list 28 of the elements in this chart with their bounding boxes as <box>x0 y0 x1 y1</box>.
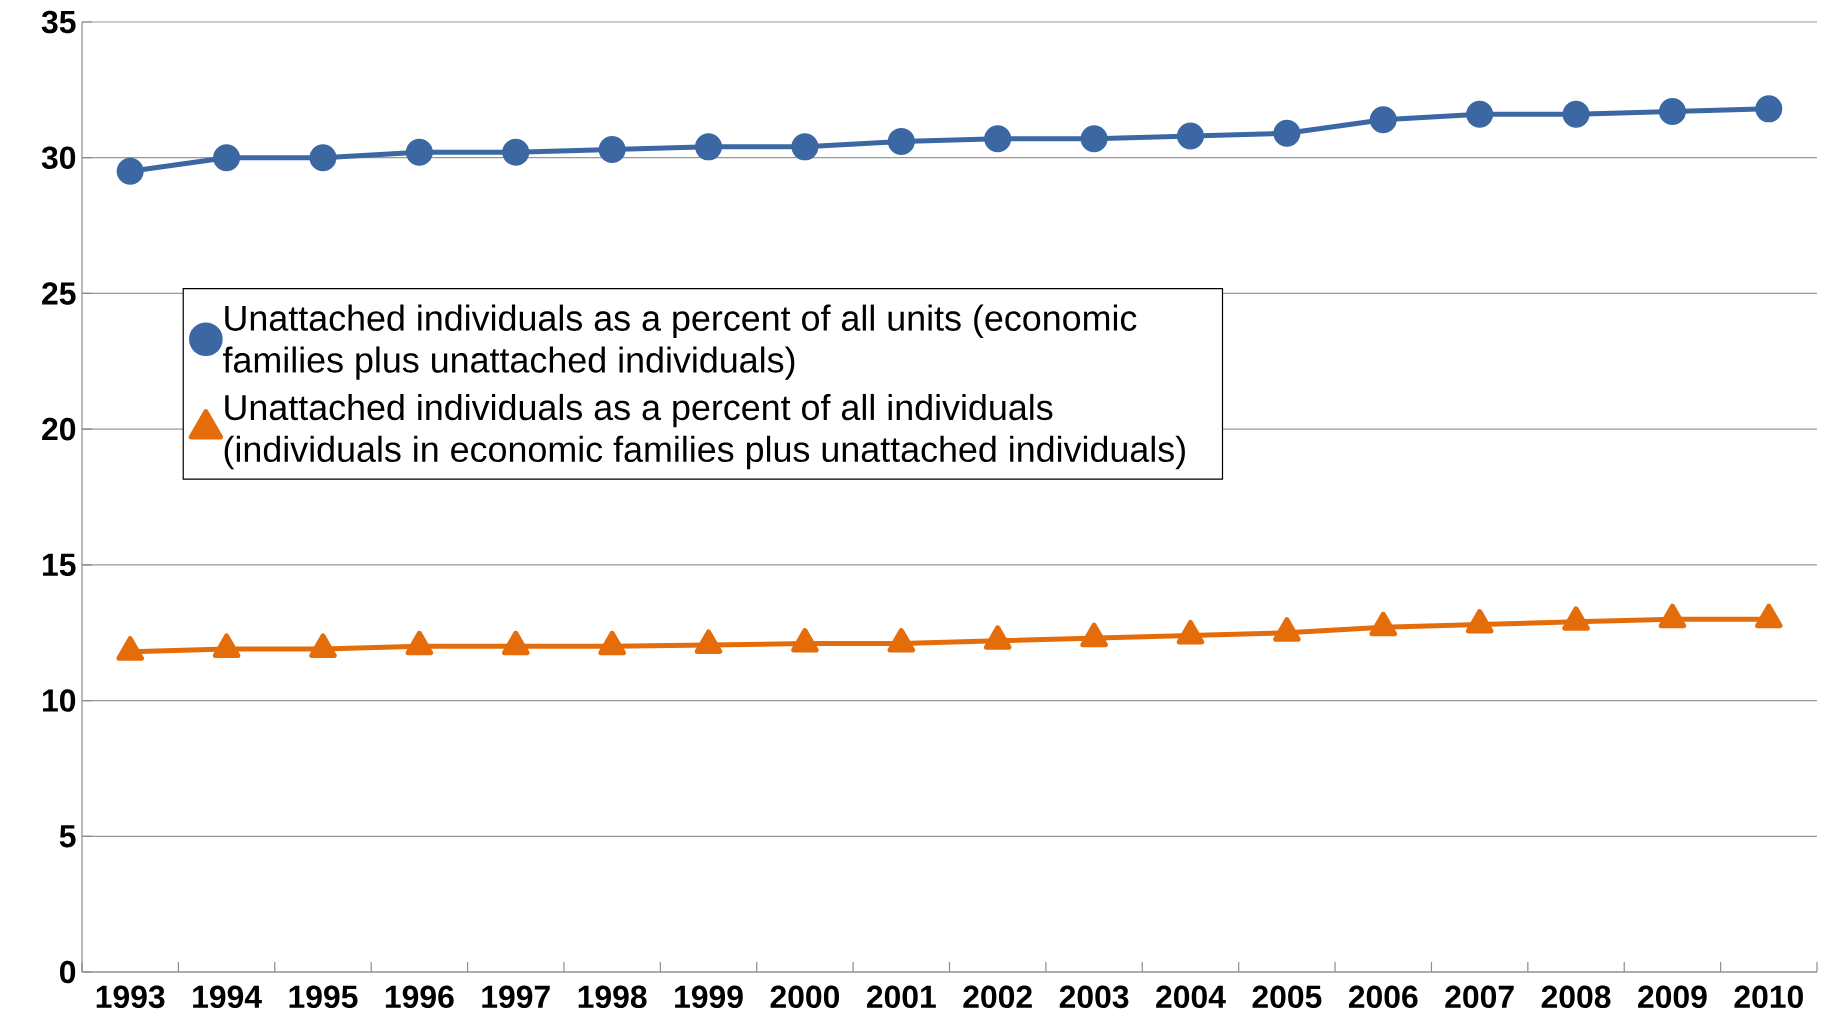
y-tick-label: 20 <box>42 417 76 441</box>
x-tick-label: 1998 <box>578 985 647 1009</box>
x-tick-label: 2004 <box>1156 985 1226 1009</box>
x-tick-label: 1993 <box>96 985 165 1009</box>
y-tick-label: 0 <box>60 960 76 984</box>
legend-label: Unattached individuals as a percent of all individuals (individuals in economic families plus unattached individuals) <box>224 393 1185 470</box>
x-tick-label: 2000 <box>770 985 840 1009</box>
x-tick-label: 1994 <box>193 985 262 1009</box>
x-tick-label: 2009 <box>1638 985 1707 1009</box>
x-tick-label: 2006 <box>1348 985 1418 1009</box>
y-tick-label: 5 <box>59 825 76 848</box>
x-tick-label: 1995 <box>289 985 358 1009</box>
y-tick-label: 10 <box>43 689 76 712</box>
y-tick-label: 30 <box>41 146 76 170</box>
x-tick-label: 2010 <box>1734 985 1803 1009</box>
x-tick-label: 1997 <box>482 985 550 1009</box>
x-tick-label: 1996 <box>385 985 454 1009</box>
x-tick-label: 2005 <box>1252 985 1322 1009</box>
y-tick-label: 35 <box>41 10 76 34</box>
x-tick-label: 2002 <box>963 985 1032 1009</box>
x-tick-label: 2003 <box>1059 985 1129 1009</box>
x-tick-label: 2001 <box>866 985 936 1009</box>
x-tick-label: 1999 <box>675 985 743 1009</box>
y-tick-label: 15 <box>43 553 76 576</box>
legend-label: Unattached individuals as a percent of all units (economic families plus unattached individuals) <box>222 304 1137 380</box>
x-tick-label: 2008 <box>1541 985 1611 1009</box>
x-tick-label: 2007 <box>1445 985 1514 1009</box>
y-tick-label: 25 <box>42 282 76 305</box>
